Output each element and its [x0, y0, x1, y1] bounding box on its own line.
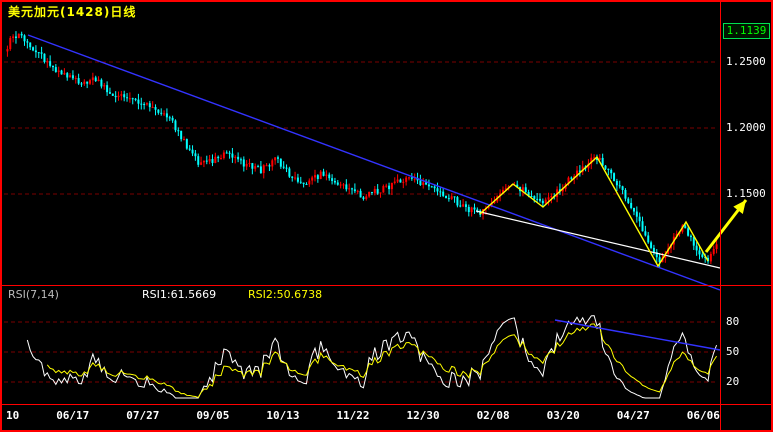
date-label: 09/05 — [196, 409, 230, 422]
axis-separator — [2, 404, 771, 405]
forecast-arrow-head — [733, 200, 746, 214]
panel-separator — [2, 285, 771, 286]
date-label: 04/27 — [616, 409, 650, 422]
candles — [6, 31, 718, 268]
rsi-trendline[interactable] — [554, 319, 721, 351]
date-label: 06/17 — [56, 409, 90, 422]
date-label: 03/20 — [546, 409, 580, 422]
date-label: 10/13 — [266, 409, 300, 422]
date-label: 02/08 — [476, 409, 510, 422]
rsi1-line — [26, 315, 718, 399]
price-chart-canvas[interactable] — [2, 2, 771, 304]
date-label: 06/06 — [686, 409, 720, 422]
rsi-gridlines — [4, 321, 718, 383]
rsi2-line — [46, 323, 717, 399]
chart-title: 美元加元(1428)日线 — [8, 5, 137, 19]
rsi-chart-canvas[interactable] — [2, 302, 771, 404]
rsi2-value-label: RSI2:50.6738 — [248, 288, 323, 301]
last-price-badge: 1.1139 — [723, 23, 770, 39]
wave-zigzag[interactable] — [479, 155, 709, 268]
rsi-indicator-label[interactable]: RSI(7,14) — [8, 288, 59, 301]
support-line[interactable] — [475, 210, 721, 269]
downtrend-line[interactable] — [27, 34, 721, 291]
date-label: 07/27 — [126, 409, 160, 422]
rsi1-value-label: RSI1:61.5669 — [142, 288, 217, 301]
price-column-separator — [720, 2, 721, 430]
rsi-header: RSI(7,14) RSI1:61.5669 RSI2:50.6738 — [2, 288, 720, 302]
date-label: 11/22 — [336, 409, 370, 422]
date-label: 10 — [6, 409, 20, 422]
date-label: 12/30 — [406, 409, 440, 422]
date-axis: 10 06/17 07/27 09/05 10/13 11/22 12/30 02/08 03/… — [6, 409, 720, 422]
